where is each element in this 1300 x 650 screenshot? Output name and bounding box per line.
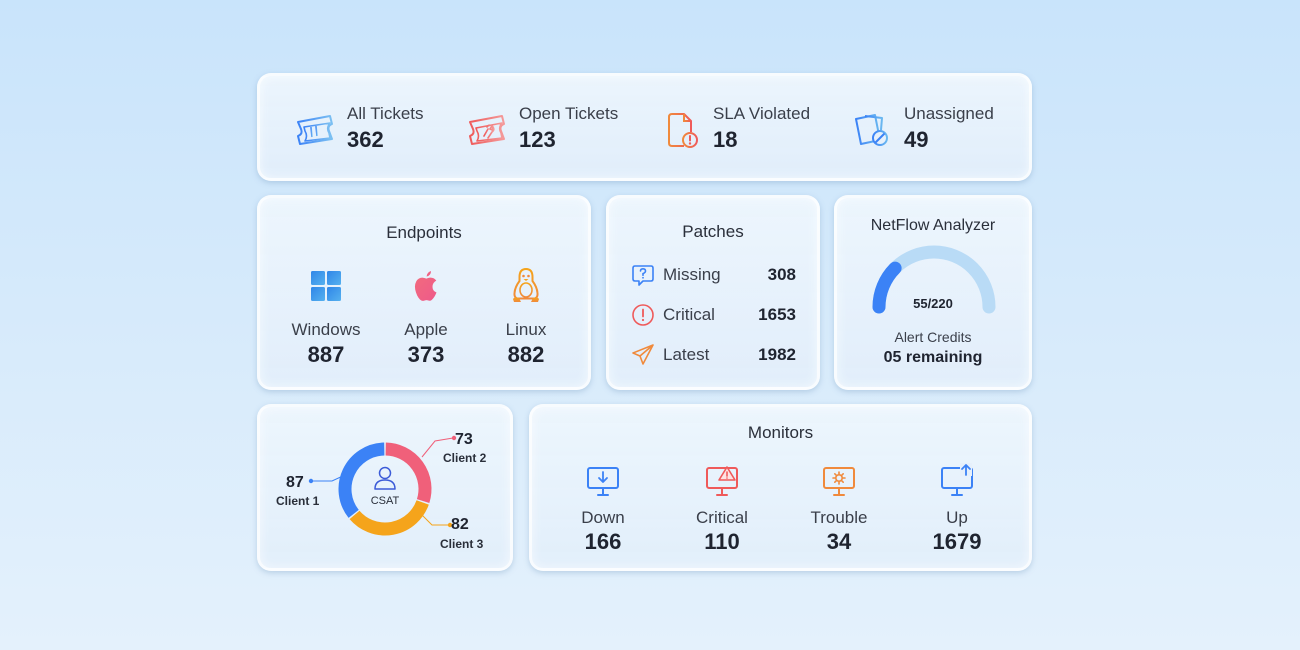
netflow-card: NetFlow Analyzer 55/220 Alert Credits 05… xyxy=(834,195,1032,390)
donut-segment-client-3 xyxy=(349,499,429,536)
patch-row-missing[interactable]: Missing 308 xyxy=(631,261,796,289)
apple-icon xyxy=(414,271,437,301)
patch-row-critical[interactable]: Critical 1653 xyxy=(631,301,796,329)
unassigned-value: 49 xyxy=(904,127,929,152)
linux-value: 882 xyxy=(507,342,545,367)
down-label: Down xyxy=(581,508,625,527)
endpoint-apple[interactable]: Apple 373 xyxy=(376,266,476,368)
netflow-gauge xyxy=(872,245,996,314)
monitors-card: Monitors Down 166 Critical 110 Trouble 3… xyxy=(529,404,1032,571)
linux-label: Linux xyxy=(505,320,547,339)
client-1-value: 87 xyxy=(286,474,304,491)
endpoints-card: Endpoints Windows 887 Apple 373 Linux xyxy=(257,195,591,390)
all-tickets-label: All Tickets xyxy=(347,104,424,123)
linux-icon xyxy=(513,267,539,302)
client-3-dot xyxy=(447,522,453,528)
client-2-dot xyxy=(451,435,457,441)
donut-segment-client-1 xyxy=(338,442,385,518)
tickets-summary-card: All Tickets 362 Open Tickets 123 SLA Vio… xyxy=(257,73,1032,181)
gauge-value-text: 55/220 xyxy=(913,296,953,311)
patches-card: Patches Missing 308 Critical 1653 Latest… xyxy=(606,195,820,390)
monitor-trouble[interactable]: Trouble 34 xyxy=(784,463,894,555)
csat-card: CSAT 87 Client 1 73 Client 2 82 Client 3 xyxy=(257,404,513,571)
apple-label: Apple xyxy=(404,320,448,339)
document-alert-icon xyxy=(668,113,698,148)
client-3-leader xyxy=(421,514,449,526)
latest-label: Latest xyxy=(663,345,710,364)
client-1-leader xyxy=(312,474,346,482)
monitor-critical[interactable]: Critical 110 xyxy=(667,463,777,555)
windows-value: 887 xyxy=(307,342,345,367)
alert-credits-value: 05 remaining xyxy=(883,349,983,366)
critical-patches-value: 1653 xyxy=(758,305,796,324)
csat-donut-chart xyxy=(308,435,457,536)
sla-violated-label: SLA Violated xyxy=(713,104,811,123)
patches-title: Patches xyxy=(682,222,744,241)
client-3-value: 82 xyxy=(451,516,469,533)
windows-label: Windows xyxy=(291,320,361,339)
all-tickets-value: 362 xyxy=(347,127,384,152)
down-value: 166 xyxy=(584,529,622,554)
donut-segment-client-2 xyxy=(385,442,432,504)
missing-value: 308 xyxy=(767,265,796,284)
open-tickets-label: Open Tickets xyxy=(519,104,619,123)
up-label: Up xyxy=(946,508,968,527)
monitor-gear-icon xyxy=(823,467,855,496)
unassigned-tickets-icon xyxy=(855,114,888,146)
patch-row-latest[interactable]: Latest 1982 xyxy=(631,341,796,369)
open-tickets-value: 123 xyxy=(519,127,556,152)
ticket-wrench-icon xyxy=(469,115,505,145)
windows-icon xyxy=(311,271,341,301)
monitors-title: Monitors xyxy=(747,423,814,442)
monitor-warning-icon xyxy=(706,466,738,496)
monitor-down[interactable]: Down 166 xyxy=(548,463,658,555)
apple-value: 373 xyxy=(407,342,445,367)
client-1-dot xyxy=(308,478,314,484)
client-2-label: Client 2 xyxy=(443,451,487,465)
endpoint-linux[interactable]: Linux 882 xyxy=(476,266,576,368)
client-3-label: Client 3 xyxy=(440,537,484,551)
sla-violated-value: 18 xyxy=(713,127,738,152)
missing-label: Missing xyxy=(663,265,721,284)
monitor-up-icon xyxy=(941,463,973,496)
exclamation-circle-icon xyxy=(632,304,654,326)
critical-monitors-label: Critical xyxy=(696,508,748,527)
up-value: 1679 xyxy=(932,529,982,554)
user-icon xyxy=(374,466,396,490)
client-2-leader xyxy=(421,437,454,458)
endpoints-title: Endpoints xyxy=(386,223,462,242)
trouble-label: Trouble xyxy=(810,508,868,527)
monitor-up[interactable]: Up 1679 xyxy=(902,463,1012,555)
critical-patches-label: Critical xyxy=(663,305,715,324)
latest-value: 1982 xyxy=(758,345,796,364)
client-2-value: 73 xyxy=(455,431,473,448)
netflow-title: NetFlow Analyzer xyxy=(870,217,996,234)
csat-center-label: CSAT xyxy=(370,495,400,507)
unassigned-label: Unassigned xyxy=(904,104,994,123)
alert-credits-label: Alert Credits xyxy=(894,329,972,345)
paper-plane-icon xyxy=(632,344,654,365)
ticket-icon xyxy=(297,115,333,145)
trouble-value: 34 xyxy=(826,529,852,554)
monitor-down-icon xyxy=(587,467,619,496)
critical-monitors-value: 110 xyxy=(704,529,740,554)
question-bubble-icon xyxy=(632,265,654,286)
gauge-fill xyxy=(872,261,902,314)
endpoint-windows[interactable]: Windows 887 xyxy=(276,266,376,368)
client-1-label: Client 1 xyxy=(276,494,320,508)
